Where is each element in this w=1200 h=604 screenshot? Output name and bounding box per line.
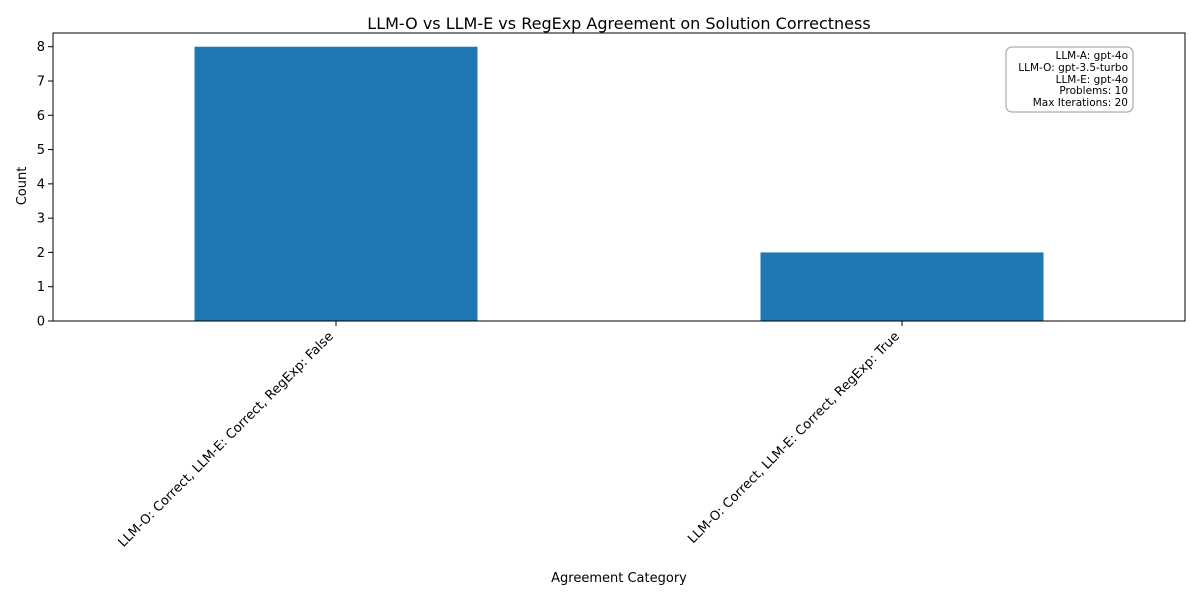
annotation-line: Problems: 10 [1059, 85, 1128, 97]
plot-frame [52, 32, 1186, 322]
y-tick-label: 0 [37, 315, 45, 330]
y-tick-label: 5 [37, 143, 45, 158]
y-axis-ticks: 0 1 2 3 4 5 6 7 8 [37, 40, 53, 330]
bar [194, 46, 478, 321]
y-tick-label: 2 [37, 246, 45, 261]
y-tick-label: 3 [37, 212, 45, 227]
y-tick-label: 7 [37, 75, 45, 90]
bars-layer [194, 46, 1044, 321]
chart-title: LLM-O vs LLM-E vs RegExp Agreement on So… [367, 14, 870, 33]
x-axis-ticks: LLM-O: Correct, LLM-E: Correct, RegExp: … [116, 321, 903, 550]
info-annotation-box: LLM-A: gpt-4o LLM-O: gpt-3.5-turbo LLM-E… [1005, 46, 1134, 113]
bar [760, 252, 1044, 321]
annotation-line: LLM-E: gpt-4o [1056, 74, 1128, 86]
y-tick-label: 6 [37, 109, 45, 124]
annotation-line: LLM-O: gpt-3.5-turbo [1018, 62, 1128, 74]
y-tick-label: 4 [37, 177, 45, 192]
x-tick-label: LLM-O: Correct, LLM-E: Correct, RegExp: … [116, 329, 337, 550]
annotation-background [1005, 46, 1134, 113]
x-axis-label: Agreement Category [551, 571, 687, 586]
y-tick-label: 8 [37, 40, 45, 55]
annotation-line: LLM-A: gpt-4o [1055, 50, 1128, 62]
y-axis-label: Count [15, 167, 30, 206]
x-tick-label: LLM-O: Correct, LLM-E: Correct, RegExp: … [685, 329, 903, 547]
y-tick-label: 1 [37, 280, 45, 295]
annotation-line: Max Iterations: 20 [1033, 97, 1128, 109]
